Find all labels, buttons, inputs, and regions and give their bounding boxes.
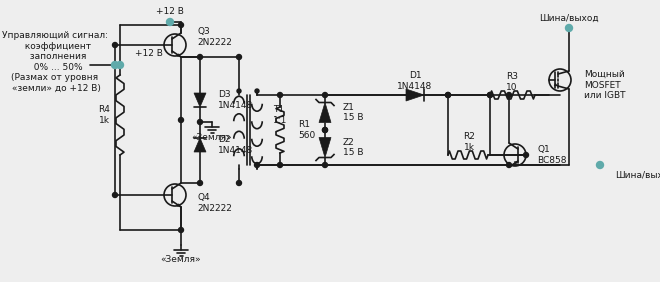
- Circle shape: [506, 162, 512, 168]
- Circle shape: [178, 118, 183, 122]
- Polygon shape: [177, 204, 181, 207]
- Circle shape: [236, 54, 242, 60]
- Circle shape: [178, 228, 183, 232]
- Text: R3
10: R3 10: [506, 72, 518, 92]
- Circle shape: [323, 162, 327, 168]
- Text: T1
1:1: T1 1:1: [273, 105, 287, 125]
- Text: D1
1N4148: D1 1N4148: [397, 71, 432, 91]
- Text: D2
1N4148: D2 1N4148: [218, 135, 253, 155]
- Circle shape: [277, 162, 282, 168]
- Text: R2
1k: R2 1k: [463, 132, 475, 152]
- Circle shape: [112, 193, 117, 197]
- Text: Z2
15 В: Z2 15 В: [343, 138, 364, 157]
- Polygon shape: [514, 161, 518, 164]
- Polygon shape: [319, 138, 331, 158]
- Circle shape: [178, 23, 183, 28]
- Text: D3
1N4148: D3 1N4148: [218, 90, 253, 110]
- Text: R1
560: R1 560: [298, 120, 315, 140]
- Circle shape: [523, 153, 529, 158]
- Circle shape: [488, 92, 492, 98]
- Circle shape: [323, 127, 327, 133]
- Circle shape: [446, 92, 451, 98]
- Polygon shape: [194, 93, 206, 107]
- Text: Шина/выход: Шина/выход: [615, 171, 660, 180]
- Polygon shape: [406, 89, 424, 101]
- Text: «Земля»: «Земля»: [160, 255, 201, 265]
- Text: Шина/выход: Шина/выход: [539, 14, 599, 23]
- Circle shape: [488, 92, 492, 98]
- Text: +12 В: +12 В: [135, 49, 163, 58]
- Text: Управляющий сигнал:
  коэффициент
  заполнения
  0% ... 50%
(Размах от уровня
 «: Управляющий сигнал: коэффициент заполнен…: [2, 32, 108, 92]
- Circle shape: [506, 92, 512, 98]
- Circle shape: [237, 89, 241, 93]
- Circle shape: [597, 162, 603, 169]
- Text: +12 В: +12 В: [156, 8, 184, 17]
- Text: Q4
2N2222: Q4 2N2222: [197, 193, 232, 213]
- Circle shape: [323, 92, 327, 98]
- Circle shape: [277, 92, 282, 98]
- Text: R4
1k: R4 1k: [98, 105, 110, 125]
- Circle shape: [197, 54, 203, 60]
- Circle shape: [446, 92, 451, 98]
- Polygon shape: [554, 83, 558, 86]
- Text: Q3
2N2222: Q3 2N2222: [197, 27, 232, 47]
- Circle shape: [323, 127, 327, 133]
- Polygon shape: [319, 102, 331, 122]
- Circle shape: [236, 180, 242, 186]
- Circle shape: [166, 19, 174, 25]
- Circle shape: [112, 61, 119, 69]
- Text: Z1
15 В: Z1 15 В: [343, 103, 364, 122]
- Circle shape: [117, 61, 123, 69]
- Circle shape: [255, 89, 259, 93]
- Polygon shape: [194, 138, 206, 152]
- Text: «Земля»: «Земля»: [191, 133, 232, 142]
- Circle shape: [566, 25, 572, 32]
- Polygon shape: [177, 54, 181, 57]
- Text: Q1
BC858: Q1 BC858: [537, 145, 566, 165]
- Circle shape: [197, 180, 203, 186]
- Circle shape: [112, 43, 117, 47]
- Text: Мощный
MOSFET
или IGBT: Мощный MOSFET или IGBT: [584, 70, 626, 100]
- Circle shape: [255, 162, 259, 168]
- Circle shape: [197, 120, 203, 124]
